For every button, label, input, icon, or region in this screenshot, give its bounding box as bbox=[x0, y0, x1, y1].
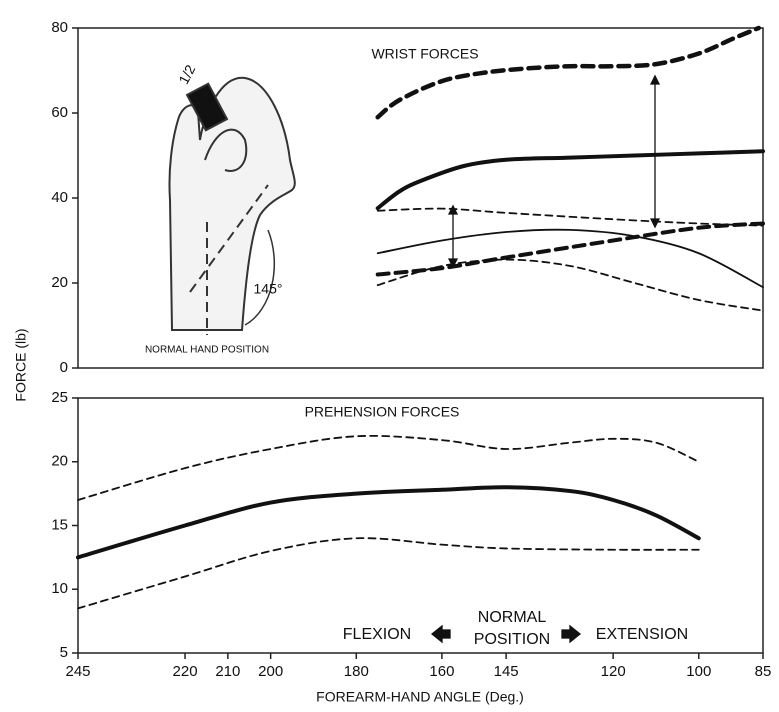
y-tick-label: 80 bbox=[51, 19, 68, 36]
x-tick-label: 200 bbox=[258, 663, 283, 680]
x-tick-label: 100 bbox=[686, 663, 711, 680]
x-tick-label: 210 bbox=[215, 663, 240, 680]
arrows bbox=[432, 76, 659, 642]
annotation: 1/2 bbox=[175, 62, 198, 87]
data-line bbox=[378, 260, 763, 311]
data-line bbox=[78, 487, 699, 557]
annotation: NORMAL HAND POSITION bbox=[145, 345, 269, 356]
y-tick-label: 0 bbox=[60, 359, 68, 376]
annotation: NORMAL bbox=[478, 609, 547, 626]
x-tick-label: 145 bbox=[494, 663, 519, 680]
annotation: FLEXION bbox=[343, 626, 411, 643]
y-axis-label: FORCE (lb) bbox=[13, 328, 29, 401]
x-tick-label: 220 bbox=[173, 663, 198, 680]
x-tick-label: 160 bbox=[429, 663, 454, 680]
x-tick-label: 85 bbox=[755, 663, 772, 680]
annotation: POSITION bbox=[474, 631, 550, 648]
data-line bbox=[378, 230, 763, 288]
x-axis-label: FOREARM-HAND ANGLE (Deg.) bbox=[316, 689, 524, 705]
x-tick-label: 120 bbox=[601, 663, 626, 680]
data-line bbox=[378, 209, 763, 226]
annotation: PREHENSION FORCES bbox=[305, 404, 460, 420]
data-line bbox=[378, 28, 759, 117]
x-tick-label: 180 bbox=[344, 663, 369, 680]
data-line bbox=[378, 151, 763, 208]
annotation: 145° bbox=[254, 281, 283, 297]
data-line bbox=[78, 538, 699, 608]
y-tick-label: 40 bbox=[51, 189, 68, 206]
y-tick-label: 15 bbox=[51, 516, 68, 533]
annotation: EXTENSION bbox=[596, 626, 688, 643]
annotation: WRIST FORCES bbox=[371, 46, 478, 62]
y-tick-label: 25 bbox=[51, 389, 68, 406]
y-tick-label: 20 bbox=[51, 274, 68, 291]
y-tick-label: 60 bbox=[51, 104, 68, 121]
x-tick-label: 245 bbox=[65, 663, 90, 680]
chart: FORCE (lb) FOREARM-HAND ANGLE (Deg.) 0 20… bbox=[0, 0, 779, 712]
y-tick-label: 20 bbox=[51, 453, 68, 470]
y-tick-label: 5 bbox=[60, 644, 68, 661]
y-tick-label: 10 bbox=[51, 580, 68, 597]
